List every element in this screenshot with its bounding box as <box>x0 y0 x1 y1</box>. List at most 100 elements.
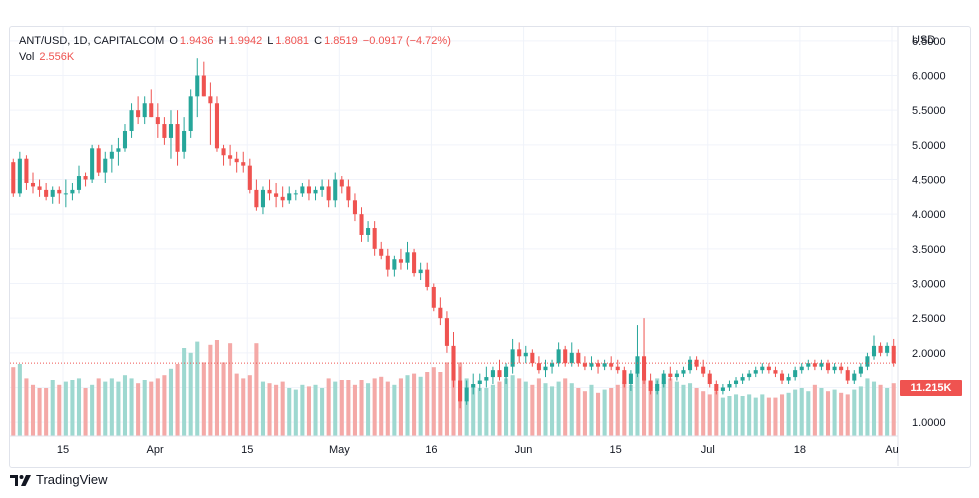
candle-body <box>773 370 778 374</box>
candle-body <box>17 158 22 194</box>
volume-bar <box>228 343 233 436</box>
candle-body <box>878 345 883 353</box>
candle-body <box>300 186 305 194</box>
time-tick-label: Au <box>885 444 898 456</box>
candle-body <box>602 363 607 367</box>
candle-body <box>779 373 785 381</box>
candle-body <box>116 148 121 152</box>
vol-label[interactable]: Vol <box>19 51 35 63</box>
symbol-label[interactable]: ANT/USD, 1D, CAPITALCOM <box>19 35 165 47</box>
volume-bar <box>168 368 174 436</box>
volume-bar <box>162 375 167 436</box>
candle-body <box>412 252 417 274</box>
candle-body <box>733 380 739 385</box>
volume-bar <box>707 394 712 436</box>
low-label: L <box>267 35 274 47</box>
volume-bar <box>333 381 338 436</box>
candle-body <box>155 117 160 125</box>
volume-bar <box>326 378 331 436</box>
volume-bar <box>352 384 357 436</box>
candle-body <box>201 75 206 97</box>
volume-bar <box>254 343 259 436</box>
price-tick-label: 2.5000 <box>912 313 946 325</box>
candle-body <box>701 366 706 374</box>
candle-body <box>234 158 239 163</box>
candle-body <box>793 370 798 378</box>
volume-bar <box>208 344 213 436</box>
candle-body <box>714 384 719 391</box>
candle-body <box>175 124 180 152</box>
candle-body <box>891 345 896 364</box>
candle-body <box>497 370 502 378</box>
candle-body <box>280 196 285 201</box>
candle-body <box>596 363 601 367</box>
volume-bar <box>714 391 719 436</box>
candle-body <box>615 366 620 371</box>
volume-bar <box>385 381 390 436</box>
volume-bar <box>504 378 509 436</box>
volume-bar <box>155 378 160 436</box>
volume-bar <box>582 391 587 436</box>
time-tick-label: Jun <box>515 444 533 456</box>
candle-body <box>740 377 745 381</box>
candle-body <box>806 363 811 367</box>
candle-body <box>287 193 292 201</box>
candle-body <box>57 189 62 194</box>
volume-bar <box>701 391 706 436</box>
candle-body <box>642 356 647 381</box>
time-tick-label: 15 <box>241 444 253 456</box>
volume-bar <box>247 375 252 436</box>
volume-bar <box>188 352 193 436</box>
volume-bar <box>760 394 765 436</box>
volume-bar <box>471 384 476 436</box>
candle-body <box>425 269 430 287</box>
volume-bar <box>615 384 620 436</box>
candle-body <box>609 363 614 367</box>
volume-bar <box>733 394 739 436</box>
volume-bar <box>300 384 305 436</box>
volume-bar <box>596 392 601 436</box>
candle-body <box>517 349 522 357</box>
volume-bar <box>786 392 791 436</box>
candle-body <box>530 352 535 364</box>
candle-body <box>825 363 831 371</box>
volume-bar <box>766 397 771 436</box>
volume-bar <box>109 378 114 436</box>
candle-body <box>30 182 36 187</box>
volume-bar <box>602 389 607 436</box>
candle-body <box>484 377 489 381</box>
volume-bar <box>740 396 745 436</box>
candle-body <box>274 193 279 197</box>
volume-bar <box>681 384 686 436</box>
volume-bar <box>865 378 870 436</box>
open-value: 1.9436 <box>179 35 214 47</box>
volume-bar <box>195 341 200 436</box>
volume-bar <box>11 367 16 436</box>
candle-body <box>83 176 88 180</box>
volume-bar <box>175 364 180 436</box>
volume-bar <box>103 381 108 436</box>
time-tick-label: Jul <box>701 444 715 456</box>
candle-body <box>694 359 699 367</box>
candle-body <box>352 200 357 215</box>
close-value: 1.8519 <box>324 35 358 47</box>
volume-bar <box>425 372 430 436</box>
tradingview-footer[interactable]: TradingView <box>10 472 108 487</box>
volume-bar <box>320 388 325 436</box>
volume-bar <box>241 378 246 436</box>
candle-body <box>96 148 101 173</box>
price-tick-label: 2.0000 <box>912 348 946 360</box>
volume-bar <box>628 384 633 436</box>
candle-body <box>392 259 397 270</box>
candle-body <box>247 165 252 190</box>
candle-body <box>346 186 351 201</box>
price-tick-label: 5.0000 <box>912 140 946 152</box>
candle-body <box>655 384 660 391</box>
currency-label[interactable]: USD <box>912 34 936 46</box>
candle-body <box>661 373 666 385</box>
candle-body <box>385 255 390 270</box>
volume-bar <box>96 378 101 436</box>
volume-bar <box>451 348 456 436</box>
volume-bar <box>57 384 62 436</box>
